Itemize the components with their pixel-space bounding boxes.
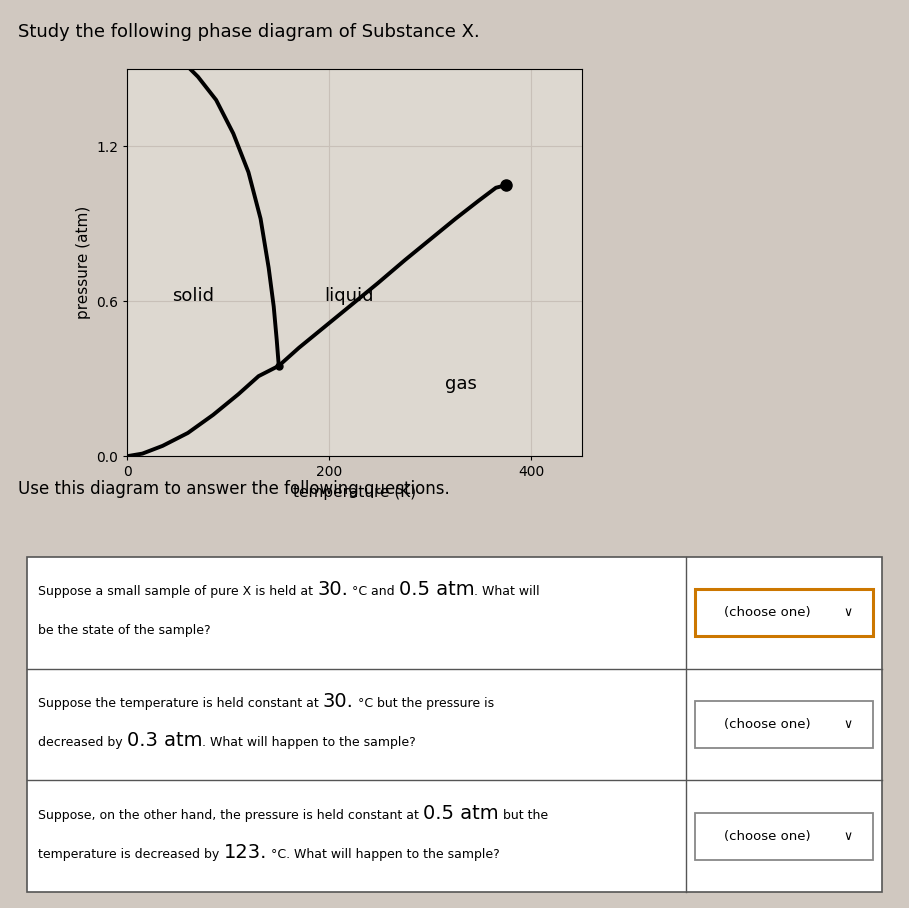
FancyBboxPatch shape — [695, 589, 873, 636]
Text: Suppose, on the other hand, the pressure is held constant at: Suppose, on the other hand, the pressure… — [38, 808, 423, 822]
Text: 30.: 30. — [323, 692, 354, 711]
Text: ∨: ∨ — [844, 718, 853, 731]
Text: . What will happen to the sample?: . What will happen to the sample? — [203, 736, 416, 749]
Text: decreased by: decreased by — [38, 736, 126, 749]
FancyBboxPatch shape — [695, 701, 873, 747]
Text: 0.3 atm: 0.3 atm — [126, 731, 203, 750]
Text: 0.5 atm: 0.5 atm — [423, 804, 499, 823]
Text: °C: °C — [354, 696, 373, 709]
Text: (choose one): (choose one) — [724, 830, 811, 843]
Text: ∨: ∨ — [844, 830, 853, 843]
Text: . What will: . What will — [474, 585, 540, 597]
Text: and: and — [367, 585, 399, 597]
Text: be the state of the sample?: be the state of the sample? — [38, 624, 211, 637]
Text: °C.: °C. — [267, 848, 290, 861]
Text: 30.: 30. — [317, 579, 348, 598]
Text: (choose one): (choose one) — [724, 606, 811, 619]
Text: ∨: ∨ — [844, 606, 853, 619]
Text: Suppose the temperature is held constant at: Suppose the temperature is held constant… — [38, 696, 323, 709]
Text: 123.: 123. — [224, 843, 267, 862]
Text: but the pressure is: but the pressure is — [373, 696, 494, 709]
Text: (choose one): (choose one) — [724, 718, 811, 731]
Text: 0.5 atm: 0.5 atm — [399, 579, 474, 598]
Text: temperature is decreased by: temperature is decreased by — [38, 848, 224, 861]
Text: Use this diagram to answer the following questions.: Use this diagram to answer the following… — [18, 480, 450, 498]
Text: °C: °C — [348, 585, 367, 597]
Text: Suppose a small sample of pure X is held at: Suppose a small sample of pure X is held… — [38, 585, 317, 597]
FancyBboxPatch shape — [695, 814, 873, 860]
Bar — [27, 557, 882, 893]
Text: but the: but the — [499, 808, 548, 822]
Text: Study the following phase diagram of Substance X.: Study the following phase diagram of Sub… — [18, 23, 480, 41]
Text: What will happen to the sample?: What will happen to the sample? — [290, 848, 500, 861]
